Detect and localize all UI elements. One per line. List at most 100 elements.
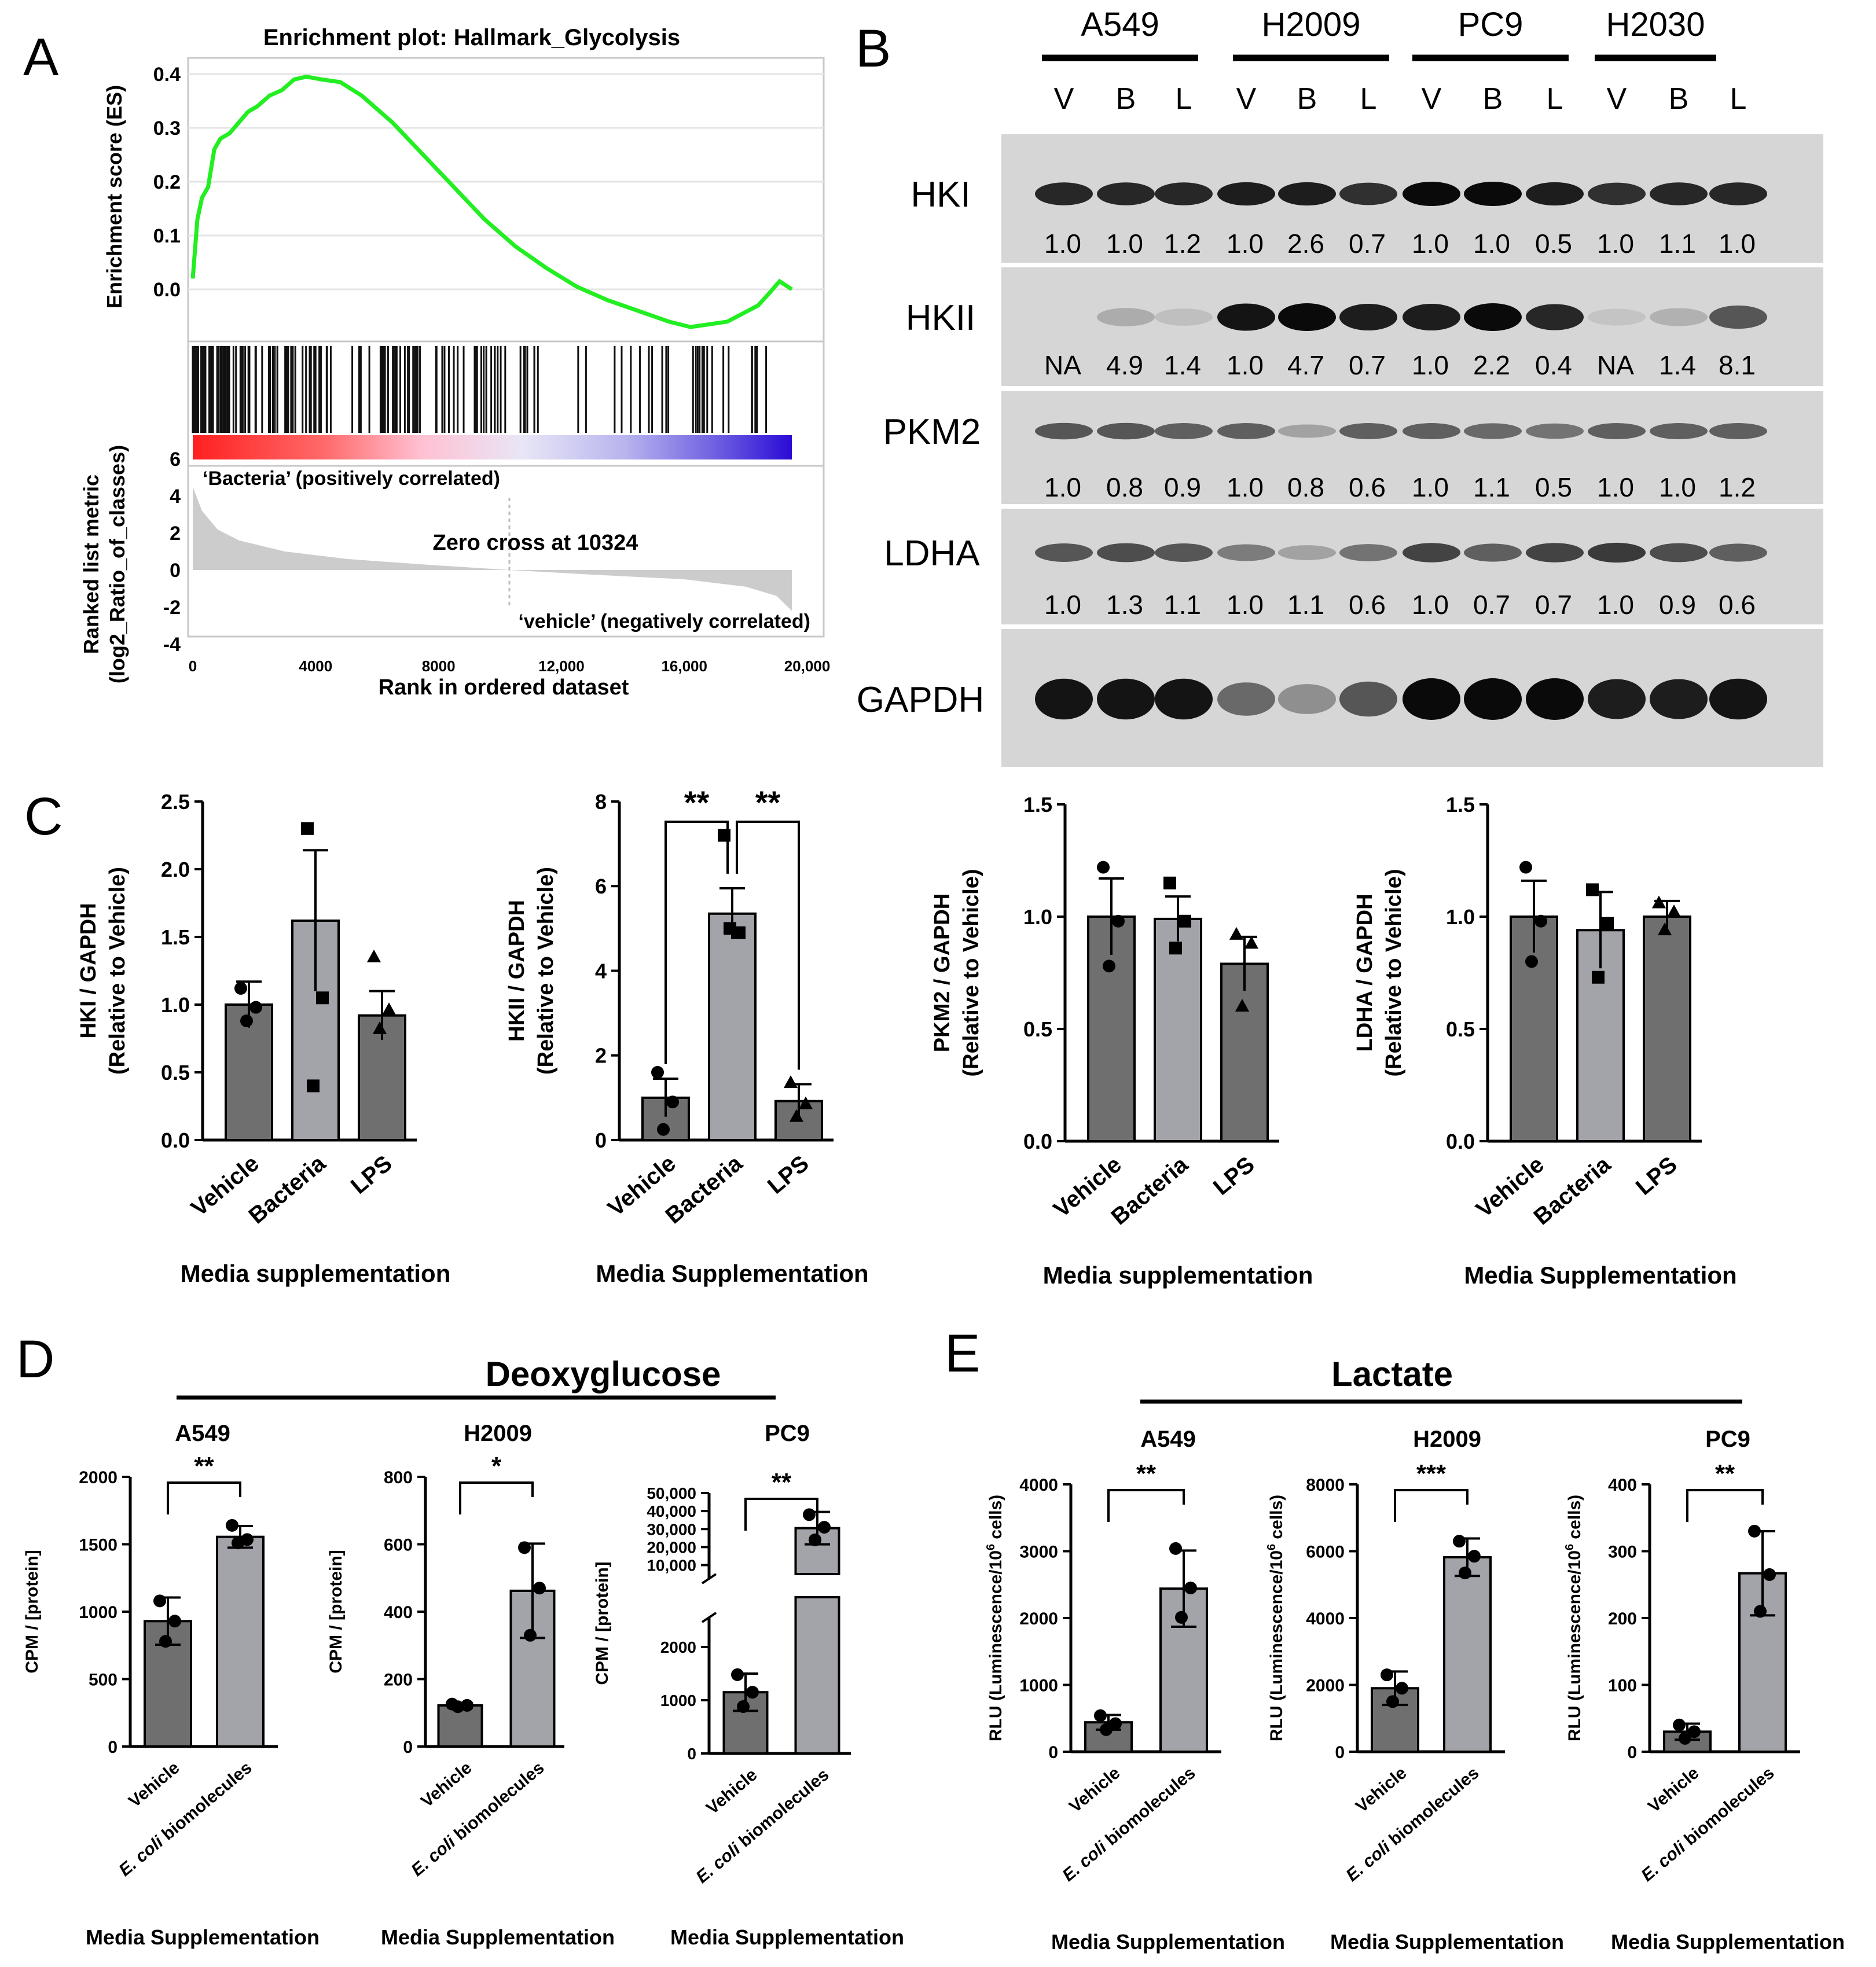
data-point [1679,1731,1691,1745]
rank-gradient-bar [193,435,792,459]
es-tick-label: 0.4 [153,64,181,86]
data-point [651,1066,664,1079]
lane-label: B [1669,82,1689,116]
blot-band [1650,679,1708,719]
data-point [746,1686,759,1699]
data-point [731,1668,744,1681]
bar [1154,917,1202,1142]
category-label: LPS [1631,1152,1682,1200]
panel-letter-d: D [16,1330,54,1389]
blot-band [1709,543,1767,562]
lactate-title: Lactate [1331,1355,1453,1394]
blot-protein-label: GAPDH [857,680,984,720]
y-tick-label: 0.5 [1023,1017,1052,1041]
x-axis-label: Media Supplementation [1611,1930,1845,1954]
significance-bracket [1394,1489,1469,1522]
significance-label: ** [1715,1459,1735,1488]
category-label: E. coli biomolecules [115,1758,255,1880]
densitometry-value: 1.4 [1164,350,1201,380]
x-axis-label: Media supplementation [1043,1262,1313,1289]
y-tick-label: 1500 [79,1535,118,1554]
data-point [307,1079,320,1093]
blot-band [1403,678,1460,720]
blot-band [1464,543,1522,562]
data-point [798,1096,813,1109]
data-point [809,1533,821,1546]
data-point [1396,1682,1408,1695]
blot-band [1339,182,1397,205]
significance-bracket [1686,1489,1764,1522]
data-point [1109,1717,1122,1730]
category-label: Vehicle [1066,1763,1124,1817]
y-axis-label-main: RLU (Luminescence/10 [986,1550,1005,1741]
y-axis-label: RLU (Luminescence/106 cells) [1265,1495,1286,1741]
lane-label: B [1116,82,1136,116]
y-tick-label: 8 [595,790,607,814]
data-point [316,991,329,1005]
data-point [1169,942,1182,955]
data-point [724,922,736,935]
y-axis-label-end: cells) [1565,1495,1584,1544]
data-point [1094,1709,1107,1722]
blot-band [1217,423,1275,439]
densitometry-value: 8.1 [1719,350,1756,380]
blot-band [1588,182,1646,205]
category-label: Vehicle [417,1758,475,1811]
data-point [666,1095,679,1109]
densitometry-value: 0.7 [1535,590,1572,620]
y-tick-label: 6000 [1306,1542,1345,1561]
lane-label: B [1297,82,1317,116]
densitometry-value: 4.9 [1106,350,1143,380]
data-point [657,1123,670,1136]
y-tick-label: 40,000 [647,1502,696,1520]
blot-band [1650,423,1708,439]
metric-tick-label: 4 [170,486,181,508]
panel-letter-e: E [945,1324,980,1383]
lane-label: L [1547,82,1563,116]
data-point [451,1700,464,1714]
blot-band [1709,678,1767,720]
y-tick-label: 0 [687,1745,696,1763]
chart-title: H2009 [1413,1426,1481,1452]
x-axis-label: Media Supplementation [596,1260,868,1287]
data-point [1468,1550,1481,1563]
x-axis-label: Media Supplementation [1330,1930,1564,1954]
blot-band [1155,423,1213,439]
densitometry-value: 0.5 [1535,229,1572,259]
rank-xticks: 0 4000 8000 12,000 16,000 20,000 [189,657,831,675]
significance-label: * [491,1452,502,1480]
blot-band [1339,303,1397,331]
rank-tick-label: 16,000 [661,657,707,675]
y-tick-label: 400 [1608,1476,1637,1495]
data-point [783,1075,798,1089]
data-point [1097,861,1110,874]
significance-bracket [736,821,800,1070]
densitometry-value: 1.1 [1164,590,1201,620]
blot-band [1526,678,1584,720]
panel-b-western-blots: A549 H2009 PC9 H2030 V B L V B L V B L V B L HKI 1.0 1.0 1… [857,6,1823,767]
densitometry-value: 4.7 [1287,350,1324,380]
bar [708,912,757,1141]
category-label: LPS [346,1150,397,1199]
blot-band [1588,542,1646,563]
lane-label: L [1176,82,1192,116]
chart-title: A549 [1140,1426,1196,1452]
y-axis-label-2: (Relative to Vehicle) [534,867,558,1075]
data-point [1534,914,1547,928]
y-tick-label: 0 [1048,1743,1058,1762]
data-point [159,1635,172,1648]
axis-break-mark [701,1573,717,1584]
metric-tick-label: -4 [163,634,181,656]
y-tick-label: 200 [1608,1609,1637,1628]
blot-band [1339,544,1397,561]
y-axis-label: RLU (Luminescence/106 cells) [985,1495,1005,1741]
blot-band [1650,543,1708,562]
y-tick-label: 0.0 [161,1128,190,1152]
y-tick-label: 0.5 [1446,1017,1475,1041]
y-tick-label: 0 [403,1738,413,1757]
metric-ylabel-1: Ranked list metric [79,475,103,654]
lane-label: B [1483,82,1503,116]
y-tick-label: 500 [89,1670,118,1689]
